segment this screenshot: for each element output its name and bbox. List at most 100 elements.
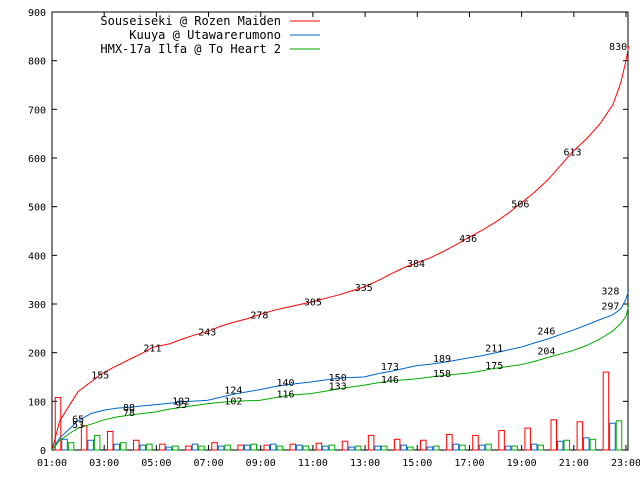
bar xyxy=(420,439,427,451)
y-tick-label: 300 xyxy=(28,300,46,311)
bar xyxy=(406,446,414,451)
plot-border xyxy=(51,11,629,451)
data-label: 102 xyxy=(224,396,242,407)
x-axis: 01:00 03:00 05:00 07:00 09:00 11:00 13:00 15:00… xyxy=(37,12,640,469)
bar xyxy=(263,444,271,451)
series-lines xyxy=(51,46,630,451)
series-line xyxy=(51,46,630,451)
bar xyxy=(146,443,153,451)
bar xyxy=(133,439,140,451)
bar xyxy=(191,443,199,451)
bar xyxy=(348,446,355,451)
bar xyxy=(224,444,231,451)
hourly-bars xyxy=(54,371,623,451)
data-labels: 155 211 243 278 305 335 384 436 506 613 830 65 88 102… xyxy=(72,42,627,431)
bar xyxy=(328,444,336,451)
bar xyxy=(478,444,486,451)
data-label: 243 xyxy=(198,328,216,339)
bar xyxy=(243,444,251,451)
bar xyxy=(322,445,329,451)
bar xyxy=(452,443,460,451)
y-tick-label: 700 xyxy=(28,105,46,116)
bar xyxy=(211,442,218,451)
bar xyxy=(511,445,518,451)
y-axis: 0 100 200 300 400 500 600 700 800 900 xyxy=(28,8,628,457)
data-label: 155 xyxy=(91,371,109,382)
bar xyxy=(172,445,179,451)
data-label: 78 xyxy=(123,408,135,419)
legend-label: Souseiseki @ Rozen Maiden xyxy=(100,14,281,28)
bar xyxy=(602,371,610,451)
bar xyxy=(119,442,127,451)
bar xyxy=(237,444,244,451)
bar xyxy=(80,425,88,451)
data-label: 204 xyxy=(537,347,555,358)
data-label: 211 xyxy=(485,343,503,354)
data-label: 613 xyxy=(563,148,581,159)
data-label: 133 xyxy=(329,381,347,392)
bar xyxy=(380,445,388,451)
bar xyxy=(485,443,492,451)
bar xyxy=(609,422,616,451)
x-tick-label: 09:00 xyxy=(246,458,276,469)
bar xyxy=(615,420,623,451)
x-tick-label: 19:00 xyxy=(507,458,537,469)
bar xyxy=(426,446,434,451)
bar xyxy=(446,433,453,451)
bar xyxy=(433,445,440,451)
bar xyxy=(61,438,68,451)
data-label: 830 xyxy=(609,42,627,53)
bar xyxy=(374,445,381,451)
bar xyxy=(289,443,297,451)
legend-label: Kuuya @ Utawarerumono xyxy=(129,28,281,42)
bar xyxy=(315,442,323,451)
y-tick-label: 900 xyxy=(28,8,46,19)
x-tick-label: 11:00 xyxy=(298,458,328,469)
data-label: 246 xyxy=(537,326,555,337)
y-tick-label: 400 xyxy=(28,251,46,262)
data-label: 506 xyxy=(511,200,529,211)
data-label: 436 xyxy=(459,234,477,245)
data-label: 211 xyxy=(143,343,161,354)
x-tick-label: 07:00 xyxy=(193,458,223,469)
data-label: 146 xyxy=(381,375,399,386)
bar xyxy=(341,440,349,451)
bar xyxy=(250,443,257,451)
series-line xyxy=(51,305,630,451)
bar xyxy=(524,427,531,451)
bar xyxy=(87,439,94,451)
bar xyxy=(557,440,564,451)
data-label: 95 xyxy=(175,400,187,411)
y-tick-label: 0 xyxy=(40,446,46,457)
y-tick-label: 600 xyxy=(28,154,46,165)
y-tick-label: 200 xyxy=(28,349,46,360)
data-label: 175 xyxy=(485,361,503,372)
x-tick-label: 15:00 xyxy=(402,458,432,469)
data-label: 335 xyxy=(355,283,373,294)
bar xyxy=(367,434,375,451)
bar xyxy=(185,445,192,451)
bar xyxy=(67,442,75,451)
bar xyxy=(459,444,466,451)
bar xyxy=(530,443,538,451)
series-line xyxy=(51,290,630,451)
bar xyxy=(563,439,571,451)
bar xyxy=(472,434,479,451)
bar xyxy=(165,446,173,451)
bar xyxy=(276,445,284,451)
data-label: 116 xyxy=(276,390,294,401)
x-tick-label: 23:00 xyxy=(611,458,640,469)
data-label: 88 xyxy=(123,403,135,414)
data-label: 305 xyxy=(304,298,322,309)
data-label: 297 xyxy=(601,301,619,312)
data-label: 102 xyxy=(172,396,190,407)
bar xyxy=(354,445,362,451)
x-tick-label: 01:00 xyxy=(37,458,67,469)
bar xyxy=(198,445,205,451)
data-label: 173 xyxy=(381,362,399,373)
x-tick-label: 05:00 xyxy=(141,458,171,469)
x-tick-label: 03:00 xyxy=(89,458,119,469)
data-label: 328 xyxy=(601,286,619,297)
